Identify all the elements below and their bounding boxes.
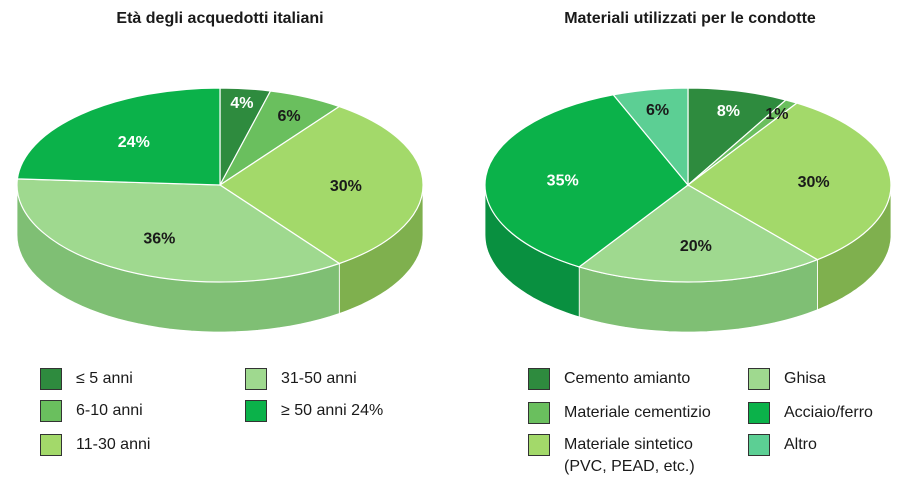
pie-slice-4 <box>16 87 221 186</box>
chart-title-materials: Materiali utilizzati per le condotte <box>564 10 816 27</box>
legend-item: Cemento amianto <box>528 368 690 390</box>
legend-label: 6-10 anni <box>76 402 143 419</box>
legend-label: 31-50 anni <box>281 370 357 387</box>
pie-value-label: 6% <box>646 102 669 119</box>
legend-item: Acciaio/ferro <box>748 402 873 424</box>
legend-label: Altro <box>784 436 817 453</box>
legend-label: 11-30 anni <box>76 436 151 453</box>
legend-item: Materiale sintetico (PVC, PEAD, etc.) <box>528 434 695 478</box>
pie-slice-5 <box>612 87 689 187</box>
pie-slice-3 <box>577 184 819 283</box>
chart-title-age: Età degli acquedotti italiani <box>116 10 324 27</box>
legend-swatch <box>40 368 62 390</box>
pie-value-label: 1% <box>765 106 788 123</box>
legend-swatch <box>748 368 770 390</box>
pie-value-label: 20% <box>680 238 712 255</box>
legend-label: ≥ 50 anni 24% <box>281 402 384 419</box>
legend-label: Materiale cementizio <box>564 404 711 421</box>
legend-label: Acciaio/ferro <box>784 404 873 421</box>
legend-label: Cemento amianto <box>564 370 691 387</box>
pie-materials: 8% 1% 30% 20% 35% 6% <box>484 87 892 333</box>
legend-item: 31-50 anni <box>245 368 357 390</box>
legend-item: 6-10 anni <box>40 400 143 422</box>
legend-item: Materiale cementizio <box>528 402 711 424</box>
legend-label: Ghisa <box>784 370 826 387</box>
pie-value-label: 8% <box>717 103 740 120</box>
pie-slice-3 <box>16 178 341 283</box>
pie-value-label: 35% <box>547 172 579 189</box>
legend-swatch <box>40 434 62 456</box>
legend-item: 11-30 anni <box>40 434 150 456</box>
pie-slice-2 <box>686 102 892 261</box>
pie-value-label: 36% <box>143 231 175 248</box>
legend-item: Altro <box>748 434 817 456</box>
legend-swatch <box>748 402 770 424</box>
legend-swatch <box>748 434 770 456</box>
pie-slice-0 <box>687 87 788 187</box>
pie-value-label: 4% <box>230 95 253 112</box>
pie-value-label: 24% <box>118 134 150 151</box>
legend-item: ≤ 5 anni <box>40 368 133 390</box>
pie-value-label: 6% <box>278 108 301 125</box>
legend-swatch <box>245 400 267 422</box>
legend-item: Ghisa <box>748 368 826 390</box>
pie-value-label: 30% <box>330 178 362 195</box>
legend-swatch <box>528 368 550 390</box>
legend-swatch <box>40 400 62 422</box>
legend-swatch <box>528 402 550 424</box>
pie-slice-4 <box>484 94 689 268</box>
pie-age: 4% 6% 30% 36% 24% <box>16 87 424 333</box>
legend-label: Materiale sintetico (PVC, PEAD, etc.) <box>564 436 695 475</box>
pie-slice-2 <box>218 105 424 265</box>
legend-item: ≥ 50 anni 24% <box>245 400 383 422</box>
legend-swatch <box>245 368 267 390</box>
legend-swatch <box>528 434 550 456</box>
legend-label: ≤ 5 anni <box>76 370 133 387</box>
pie-value-label: 30% <box>798 174 830 191</box>
